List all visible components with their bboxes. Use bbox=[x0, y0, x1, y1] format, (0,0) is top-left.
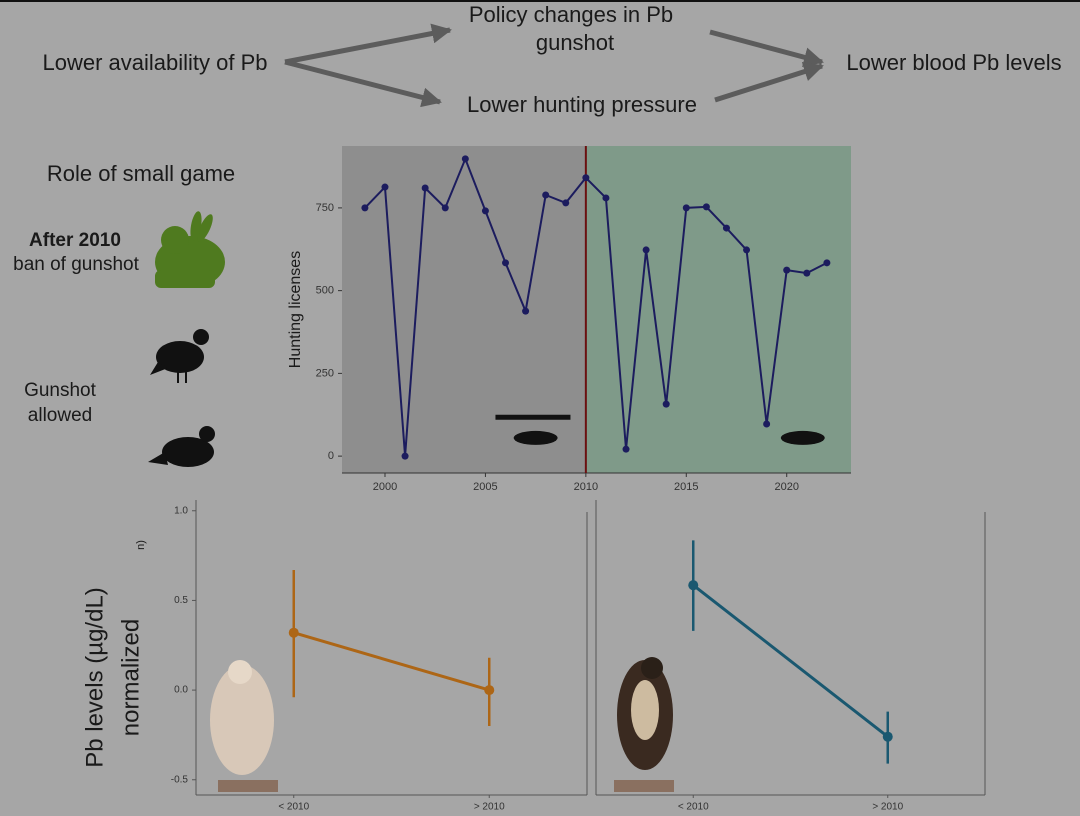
y-axis-label-fragment: n) bbox=[135, 540, 147, 550]
side-label: After 2010 bbox=[29, 230, 121, 251]
y-tick-label: 750 bbox=[316, 202, 334, 214]
point bbox=[823, 259, 831, 267]
point bbox=[522, 307, 530, 315]
point bbox=[682, 204, 690, 212]
arrow bbox=[709, 29, 824, 68]
node-label: Lower blood Pb levels bbox=[846, 50, 1061, 75]
node-label: Policy changes in Pb bbox=[469, 2, 673, 27]
x-tick-label: 2000 bbox=[373, 481, 397, 493]
point bbox=[688, 580, 699, 591]
node-label: Lower hunting pressure bbox=[467, 92, 697, 117]
x-tick-label: 2010 bbox=[574, 481, 598, 493]
line bbox=[692, 583, 889, 738]
dog-icon bbox=[780, 430, 825, 445]
pigeon-icon bbox=[148, 426, 215, 467]
y-tick-label: 0 bbox=[328, 450, 334, 462]
side-label: allowed bbox=[28, 405, 92, 426]
point bbox=[484, 685, 495, 696]
point bbox=[642, 246, 650, 254]
x-tick-label: < 2010 bbox=[678, 802, 709, 813]
x-tick-label: > 2010 bbox=[872, 802, 903, 813]
panel-background bbox=[585, 146, 851, 473]
point bbox=[441, 204, 449, 212]
y-axis-label: Pb levels (µg/dL) bbox=[81, 587, 108, 768]
x-tick-label: < 2010 bbox=[278, 802, 309, 813]
point bbox=[702, 203, 710, 211]
point bbox=[481, 207, 489, 215]
point bbox=[381, 183, 389, 191]
point bbox=[502, 259, 510, 267]
arrow bbox=[284, 23, 452, 65]
dog-icon bbox=[513, 430, 558, 445]
gun-icon bbox=[495, 414, 571, 420]
point bbox=[763, 420, 771, 428]
vulture-photo bbox=[614, 657, 674, 792]
point bbox=[662, 400, 670, 408]
point bbox=[783, 266, 791, 274]
point bbox=[461, 155, 469, 163]
point bbox=[602, 194, 610, 202]
rabbit-icon bbox=[155, 211, 225, 288]
y-axis-label: normalized bbox=[117, 619, 144, 736]
x-tick-label: 2015 bbox=[674, 481, 698, 493]
point bbox=[722, 224, 730, 232]
arrows bbox=[284, 23, 824, 108]
node-label: gunshot bbox=[536, 30, 614, 55]
y-tick-label: 250 bbox=[316, 367, 334, 379]
partridge-icon bbox=[150, 329, 209, 383]
line bbox=[293, 631, 490, 692]
vulture-photo bbox=[210, 660, 278, 792]
point bbox=[562, 199, 570, 207]
y-tick-label: 0.0 bbox=[174, 685, 188, 696]
x-tick-label: 2020 bbox=[774, 481, 798, 493]
point bbox=[882, 731, 893, 742]
arrow bbox=[714, 61, 824, 103]
x-tick-label: 2005 bbox=[473, 481, 497, 493]
point bbox=[288, 627, 299, 638]
y-tick-label: 500 bbox=[316, 285, 334, 297]
point bbox=[622, 445, 630, 453]
y-tick-label: 1.0 bbox=[174, 505, 188, 516]
side-label: ban of gunshot bbox=[13, 254, 139, 275]
side-label: Gunshot bbox=[24, 380, 97, 401]
arrow bbox=[284, 59, 442, 108]
point bbox=[803, 269, 811, 277]
point bbox=[582, 174, 590, 182]
line bbox=[364, 156, 828, 457]
y-tick-label: 0.5 bbox=[174, 595, 188, 606]
point bbox=[421, 184, 429, 192]
x-tick-label: > 2010 bbox=[474, 802, 505, 813]
side-heading: Role of small game bbox=[47, 161, 235, 186]
node-label: Lower availability of Pb bbox=[42, 50, 267, 75]
y-tick-label: -0.5 bbox=[171, 774, 189, 785]
y-axis-label: Hunting licenses bbox=[287, 251, 304, 368]
point bbox=[743, 246, 751, 254]
point bbox=[401, 452, 409, 460]
point bbox=[542, 191, 550, 199]
point bbox=[361, 204, 369, 212]
